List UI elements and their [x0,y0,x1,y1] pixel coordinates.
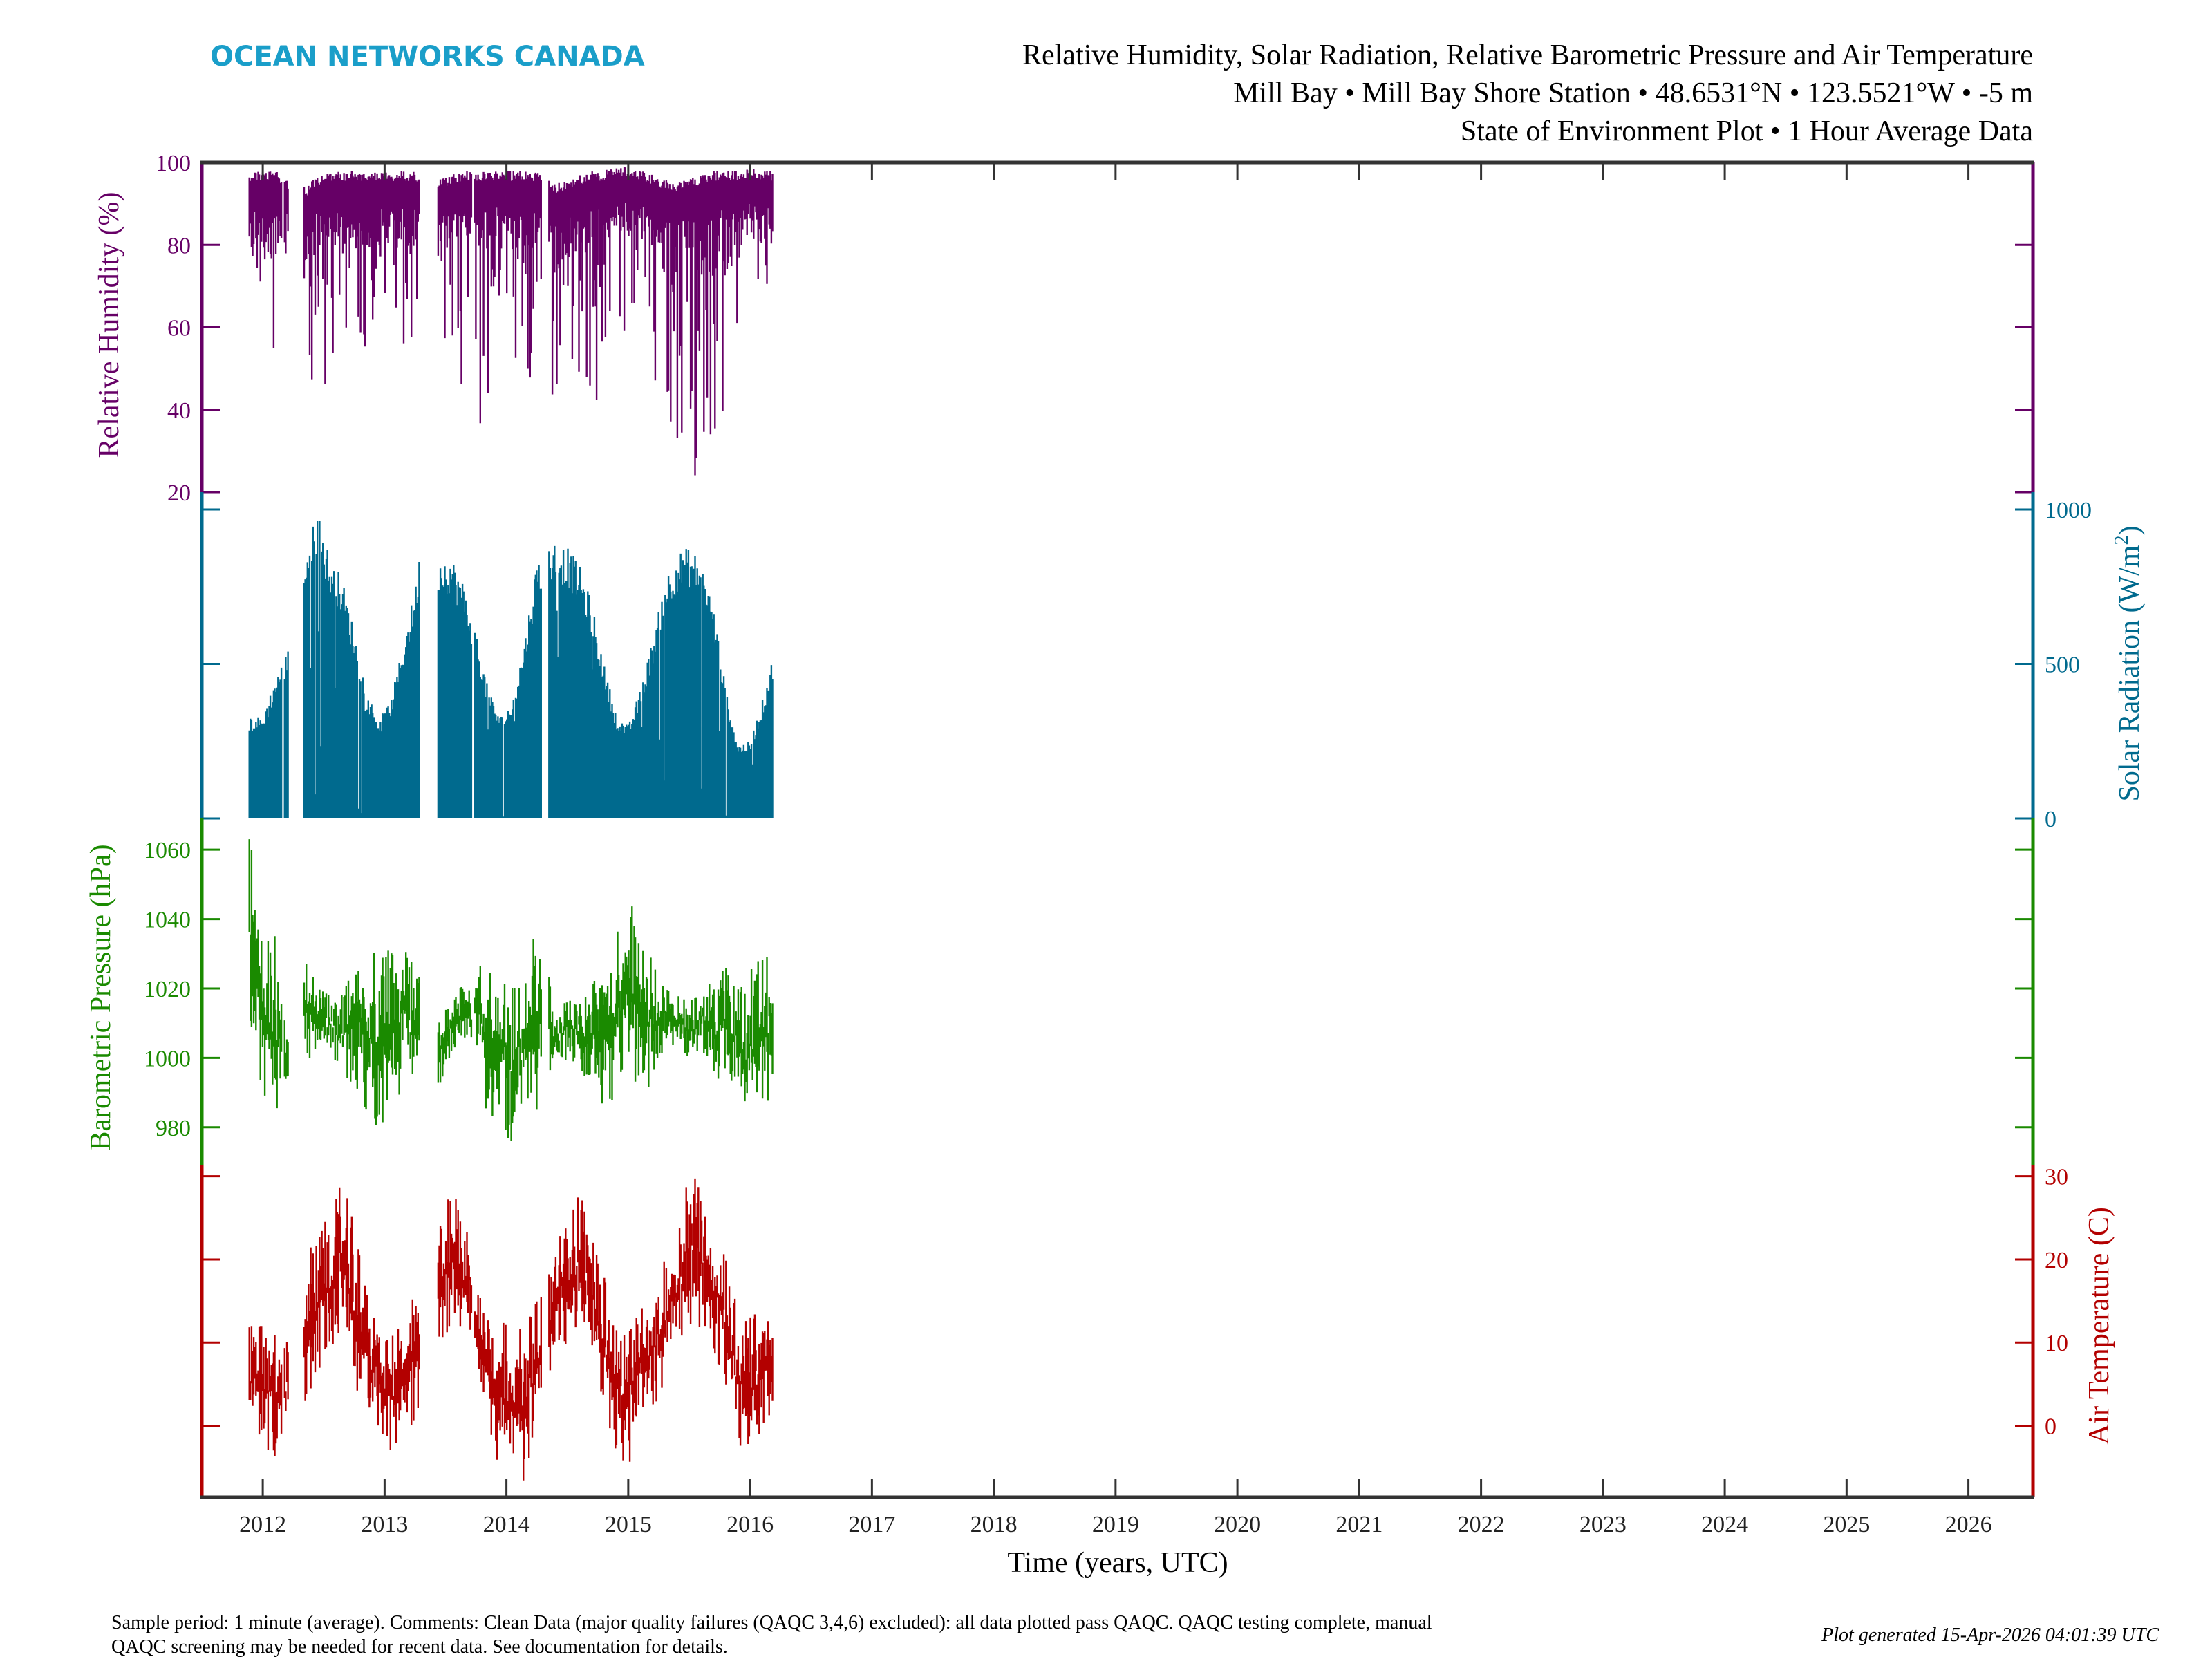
x-tick-label: 2016 [727,1512,774,1537]
pressure-data-segment [474,939,542,1141]
humidity-data-segment [303,171,420,384]
pressure-data-segment [248,839,283,1109]
temperature-data-segment [303,1187,420,1450]
pressure-tick-label: 1060 [144,838,191,863]
pressure-data-segment [303,950,420,1125]
plot-generated-timestamp: Plot generated 15-Apr-2026 04:01:39 UTC [1821,1624,2159,1646]
solar-axis-label-end: ) [2114,526,2146,536]
solar-data-segment [248,667,283,818]
x-tick-label: 2017 [848,1512,895,1537]
x-tick-label: 2014 [483,1512,530,1537]
humidity-data-segment [437,171,473,384]
plot-subtitle-type: State of Environment Plot • 1 Hour Avera… [1461,115,2033,147]
x-tick-label: 2024 [1701,1512,1748,1537]
data-layer [248,167,774,1481]
humidity-tick-label: 80 [167,233,191,259]
humidity-data-segment [283,180,289,254]
x-tick-label: 2022 [1458,1512,1505,1537]
solar-tick-label: 1000 [2045,498,2092,523]
x-tick-label: 2020 [1214,1512,1261,1537]
solar-axis-label: Solar Radiation (W/m2) [2111,526,2146,802]
footer-comment-line2: QAQC screening may be needed for recent … [111,1636,728,1658]
solar-data-segment [548,545,774,818]
pressure-tick-label: 1040 [144,908,191,933]
solar-tick-label: 500 [2045,653,2080,678]
pressure-data-segment [283,1020,289,1079]
temperature-series [248,1178,774,1481]
x-tick-label: 2019 [1092,1512,1139,1537]
solar-data-segment [303,521,420,818]
x-axis-label: Time (years, UTC) [1007,1547,1228,1579]
pressure-series [248,839,774,1141]
x-tick-label: 2025 [1823,1512,1870,1537]
x-tick-label: 2015 [605,1512,652,1537]
humidity-series [248,167,774,476]
temperature-data-segment [548,1178,774,1462]
solar-axis-label-sup: 2 [2111,536,2133,545]
solar-series [248,521,774,818]
pressure-tick-label: 980 [156,1116,191,1141]
pressure-axis-label: Barometric Pressure (hPa) [85,844,117,1150]
temperature-data-segment [283,1342,289,1411]
plot-title: Relative Humidity, Solar Radiation, Rela… [1022,39,2033,71]
humidity-tick-label: 40 [167,398,191,424]
temperature-data-segment [248,1326,283,1456]
x-tick-label: 2021 [1335,1512,1382,1537]
x-tick-label: 2023 [1580,1512,1627,1537]
solar-axis-label-main: Solar Radiation (W/m [2114,545,2146,801]
humidity-data-segment [248,171,283,348]
axes-layer: 2040608010005001000980100010201040106001… [144,151,2092,1537]
solar-data-segment [437,565,473,818]
temperature-data-segment [437,1199,473,1338]
solar-data-segment [283,651,289,818]
onc-logo-text: OCEAN NETWORKS CANADA [210,41,645,73]
solar-tick-label: 0 [2045,807,2056,832]
humidity-tick-label: 100 [156,151,191,176]
pressure-data-segment [548,906,774,1104]
temperature-tick-label: 30 [2045,1165,2068,1190]
footer-comment-line1: Sample period: 1 minute (average). Comme… [111,1612,1432,1633]
x-tick-label: 2018 [971,1512,1018,1537]
humidity-tick-label: 20 [167,480,191,506]
x-tick-label: 2013 [361,1512,408,1537]
temperature-axis-label: Air Temperature (C) [2083,1207,2115,1445]
humidity-data-segment [474,171,542,424]
plot-subtitle-location: Mill Bay • Mill Bay Shore Station • 48.6… [1233,77,2033,109]
pressure-tick-label: 1000 [144,1046,191,1071]
temperature-tick-label: 0 [2045,1414,2056,1440]
humidity-data-segment [548,167,774,476]
x-tick-label: 2012 [239,1512,286,1537]
temperature-tick-label: 10 [2045,1331,2068,1356]
pressure-tick-label: 1020 [144,977,191,1002]
x-tick-label: 2026 [1945,1512,1992,1537]
pressure-data-segment [437,987,473,1083]
temperature-tick-label: 20 [2045,1248,2068,1273]
solar-data-segment [474,565,542,818]
humidity-tick-label: 60 [167,316,191,341]
temperature-data-segment [474,1295,542,1481]
humidity-axis-label: Relative Humidity (%) [93,192,125,458]
